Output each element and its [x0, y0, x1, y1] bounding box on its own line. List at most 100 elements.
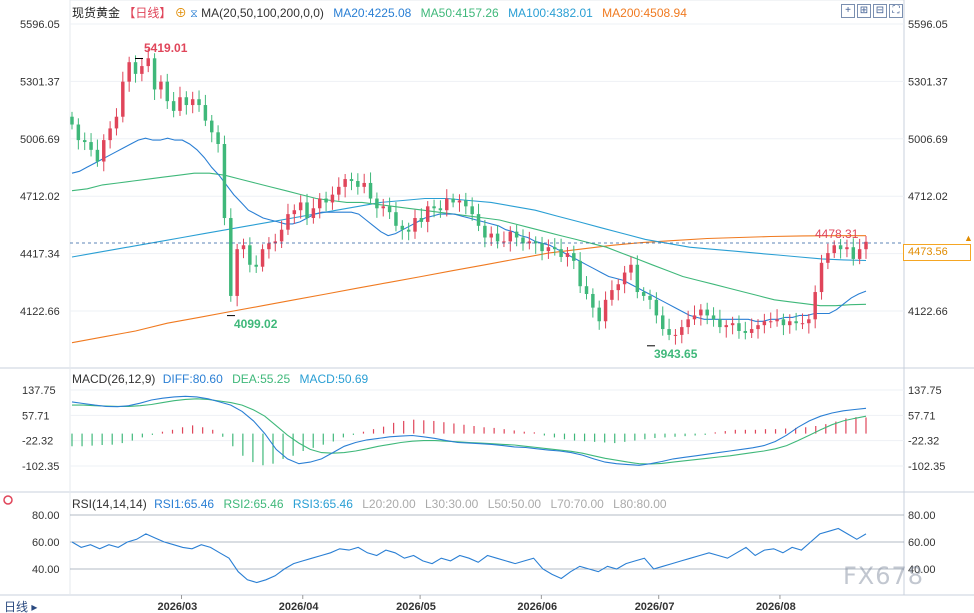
candle-body [171, 101, 176, 111]
rsi-tick-right: 60.00 [908, 537, 936, 549]
candle-body [432, 206, 436, 209]
candle-body [406, 229, 411, 232]
period-switch-button[interactable]: 日线 ▸ [4, 598, 37, 613]
candle-body [89, 142, 93, 150]
ma50-line [71, 172, 867, 307]
candle-body [521, 237, 525, 244]
macd-tick-left: -102.35 [22, 461, 59, 473]
candle-body [730, 323, 735, 326]
candle-body [864, 241, 868, 250]
candle-body [425, 206, 430, 222]
indicator-icon[interactable]: ⧖ [190, 8, 198, 20]
zoom-in-button[interactable]: ⊞ [857, 4, 871, 18]
candle-body [826, 253, 830, 263]
candle-body [705, 309, 709, 316]
rsi-tick-right: 80.00 [908, 510, 936, 522]
low-annotation-1: 4099.02 [234, 317, 278, 331]
grid-lines [70, 23, 904, 570]
candle-body [140, 66, 144, 74]
rsi-tick-left: 40.00 [32, 564, 60, 576]
candle-body [699, 309, 703, 316]
candle-body [597, 307, 601, 322]
macd-tick-left: 137.75 [22, 385, 56, 397]
macd-setting-label[interactable]: MACD(26,12,9) [72, 372, 156, 386]
macd-tick-right: 57.71 [908, 410, 936, 422]
candle-body [286, 214, 290, 230]
candle-body [743, 330, 748, 333]
candle-body [248, 245, 252, 265]
candle-body [591, 293, 595, 308]
candle-body [330, 194, 335, 203]
candle-body [553, 247, 557, 250]
ma-setting-label[interactable]: MA(20,50,100,200,0,0) [201, 6, 324, 20]
current-price-tag: 4473.56 [903, 244, 971, 261]
price-tick-left: 4122.66 [20, 306, 60, 318]
period-switch-label: 日线 [4, 600, 29, 613]
candle-body [222, 143, 227, 219]
candle-body [527, 241, 532, 244]
candle-body [680, 327, 684, 335]
candle-body [495, 233, 500, 242]
chart-header: 现货黄金 【日线】 ⊕ ⧖ MA(20,50,100,200,0,0) MA20… [72, 4, 687, 21]
high-annotation: 5419.01 [144, 41, 188, 55]
rsi-setting-label[interactable]: RSI(14,14,14) [72, 497, 147, 511]
fullscreen-button[interactable]: ⛶ [889, 4, 903, 18]
candle-body [845, 247, 849, 250]
ma100-line [71, 197, 867, 262]
candle-body [476, 214, 481, 226]
rsi3-value: RSI3:65.46 [292, 497, 353, 511]
candle-body [387, 206, 392, 213]
period-label[interactable]: 【日线】 [123, 6, 172, 20]
candle-body [267, 243, 271, 250]
macd-tick-right: -102.35 [908, 461, 945, 473]
macd-dea-line [72, 398, 867, 465]
rsi-l20-value: L20:20.00 [362, 497, 416, 511]
candle-body [311, 208, 316, 219]
candle-body [229, 218, 233, 296]
candle-body [711, 315, 716, 320]
macd-indicator [71, 395, 867, 466]
candle-body [292, 210, 297, 215]
x-tick-label: 2026/05 [396, 601, 436, 613]
candle-body [508, 231, 513, 242]
candle-body [540, 243, 544, 252]
candle-body [235, 249, 239, 296]
candle-body [718, 319, 722, 328]
candle-body [724, 325, 728, 328]
candle-body [457, 200, 462, 203]
macd-diff-line [71, 395, 867, 466]
candle-body [165, 81, 170, 102]
candle-body [464, 200, 468, 207]
candle-body [108, 128, 112, 141]
main-panel-frame [69, 0, 905, 369]
crosshair-button[interactable]: + [841, 4, 855, 18]
price-tick-right: 5301.37 [908, 76, 948, 88]
candle-body [813, 292, 817, 320]
candle-body [514, 231, 519, 238]
gear-icon[interactable] [3, 495, 13, 505]
price-tick-left: 4417.34 [20, 249, 60, 261]
candle-body [298, 202, 303, 211]
rsi-header: RSI(14,14,14) RSI1:65.46 RSI2:65.46 RSI3… [72, 497, 667, 511]
x-tick-label: 2026/03 [158, 601, 198, 613]
candle-body [775, 319, 779, 322]
ma100-value: MA100:4382.01 [508, 6, 593, 20]
macd-tick-right: 137.75 [908, 385, 942, 397]
macd-value: MACD:50.69 [299, 372, 369, 386]
candle-body [781, 319, 786, 326]
candle-body [337, 186, 341, 195]
candle-body [438, 208, 443, 211]
candle-body [279, 229, 284, 242]
zoom-out-button[interactable]: ⊟ [873, 4, 887, 18]
price-tick-right: 4712.02 [908, 191, 948, 203]
candle-body [324, 198, 328, 203]
low-annotation-2: 3943.65 [654, 347, 698, 361]
instrument-title: 现货黄金 [72, 6, 121, 20]
add-icon[interactable]: ⊕ [174, 6, 187, 20]
rsi-l80-value: L80:80.00 [613, 497, 667, 511]
rsi-l50-value: L50:50.00 [487, 497, 542, 511]
candle-body [603, 299, 608, 322]
candle-body [470, 206, 474, 215]
candle-body [451, 198, 455, 203]
candle-body [362, 182, 366, 187]
